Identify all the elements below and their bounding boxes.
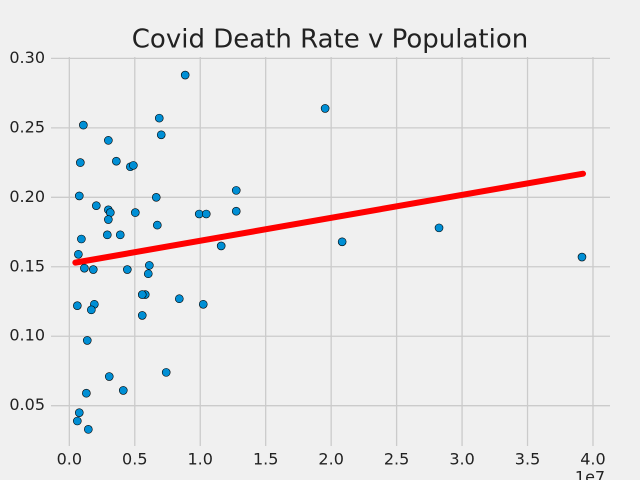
scatter-point	[154, 113, 164, 123]
scatter-point	[74, 191, 84, 201]
scatter-point	[145, 261, 154, 270]
scatter-point	[118, 386, 128, 395]
scatter-point	[198, 299, 208, 309]
scatter-point	[87, 305, 96, 315]
x-tick-label: 0.5	[122, 450, 147, 469]
scatter-point	[77, 234, 86, 244]
scatter-point	[180, 70, 190, 80]
y-tick-label: 0.15	[9, 256, 45, 275]
x-axis-label: Population	[267, 477, 372, 480]
y-tick-label: 0.25	[9, 117, 45, 136]
scatter-point	[73, 416, 82, 426]
x-tick-label: 2.0	[318, 450, 343, 469]
scatter-point	[201, 209, 211, 219]
scatter-point	[102, 230, 112, 240]
scatter-point	[80, 263, 89, 273]
scatter-point	[129, 161, 138, 170]
scatter-point	[216, 241, 226, 251]
scatter-point	[153, 220, 162, 230]
scatter-point	[88, 265, 98, 274]
scatter-point	[577, 252, 587, 262]
y-tick-label: 0.30	[9, 48, 45, 67]
x-tick-label: 3.0	[449, 450, 474, 469]
scatter-point	[104, 136, 113, 145]
x-tick-label: 1.0	[188, 450, 213, 469]
x-tick-label: 3.5	[515, 450, 540, 469]
scatter-point	[151, 193, 161, 202]
scatter-point	[73, 301, 82, 310]
scatter-point	[115, 230, 125, 240]
x-offset-label: 1e7	[575, 468, 605, 480]
scatter-point	[137, 290, 147, 299]
scatter-point	[79, 120, 88, 130]
scatter-point	[161, 368, 171, 377]
x-tick-label: 4.0	[580, 450, 605, 469]
scatter-point	[231, 186, 241, 195]
scatter-point	[156, 130, 166, 140]
scatter-point	[91, 201, 101, 210]
scatter-point	[74, 249, 83, 259]
x-tick-label: 0.0	[57, 450, 82, 469]
scatter-point	[231, 206, 241, 216]
scatter-point	[84, 425, 93, 434]
scatter-point	[82, 336, 92, 345]
scatter-point	[112, 156, 121, 166]
y-tick-label: 0.10	[9, 326, 45, 345]
y-tick-label: 0.20	[9, 187, 45, 206]
scatter-point	[76, 158, 85, 167]
scatter-point	[123, 265, 132, 274]
scatter-point	[434, 223, 444, 233]
scatter-point	[320, 104, 330, 113]
scatter-point	[74, 408, 84, 417]
regression-line	[72, 170, 587, 266]
y-tick-label: 0.05	[9, 395, 45, 414]
scatter-point	[143, 269, 153, 279]
chart-title: Covid Death Rate v Population	[132, 25, 528, 55]
scatter-point	[137, 311, 147, 320]
scatter-point	[82, 388, 91, 398]
scatter-point	[131, 208, 140, 217]
x-tick-label: 1.5	[253, 450, 278, 469]
x-tick-label: 2.5	[384, 450, 409, 469]
scatter-point	[174, 294, 184, 304]
scatter-point	[104, 215, 113, 224]
scatter-point	[337, 237, 347, 247]
scatter-point	[104, 372, 114, 381]
